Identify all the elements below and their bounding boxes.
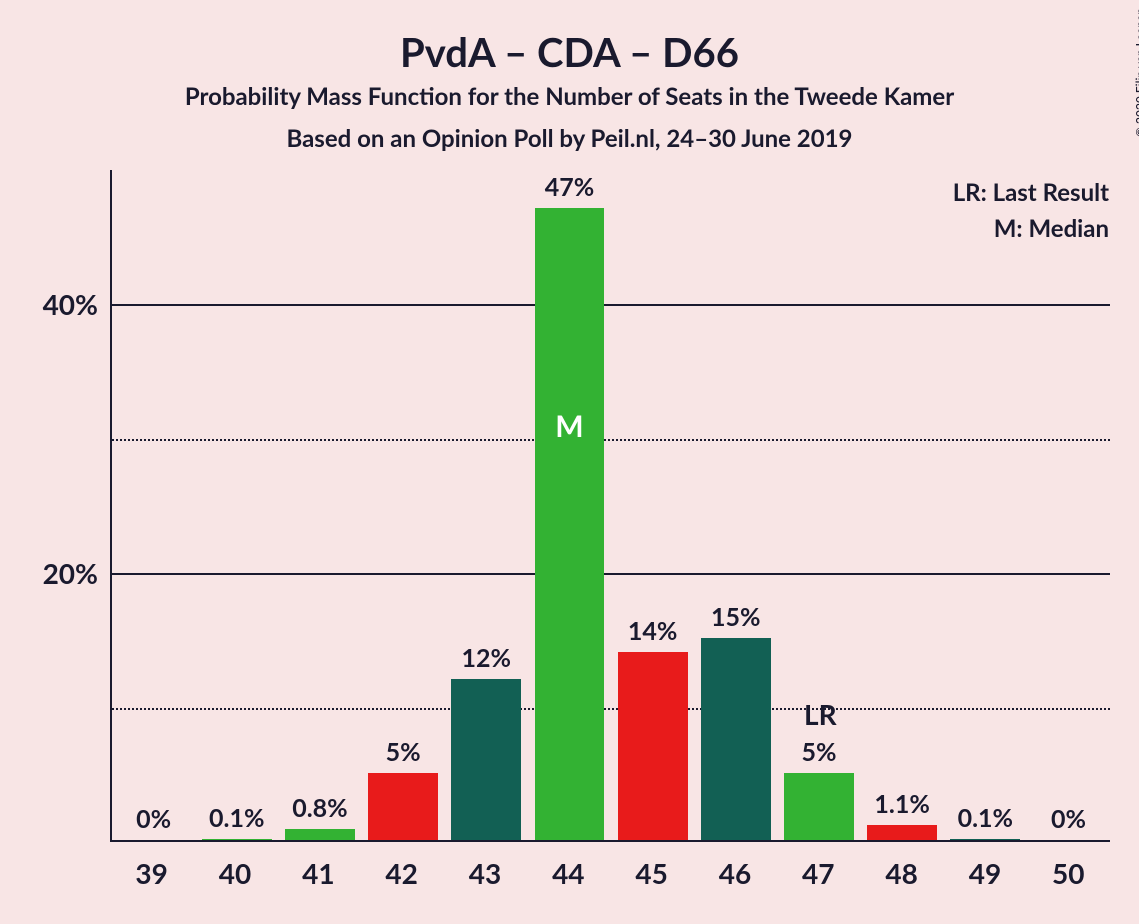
bar-slot: 0% [112, 170, 195, 840]
bar-value-label: 14% [628, 616, 678, 652]
x-tick-label: 45 [610, 856, 693, 890]
x-tick-label: 41 [277, 856, 360, 890]
bar: 1.1% [867, 825, 937, 840]
bar-value-label: 5% [801, 737, 836, 773]
x-tick-label: 46 [693, 856, 776, 890]
chart-subtitle-1: Probability Mass Function for the Number… [0, 82, 1139, 111]
bars-container: 0%0.1%0.8%5%12%47%M14%15%5%1.1%0.1%0% [112, 170, 1110, 840]
chart-subtitle-2: Based on an Opinion Poll by Peil.nl, 24–… [0, 124, 1139, 153]
bar-slot: 14% [611, 170, 694, 840]
bar-value-label: 0.1% [209, 803, 264, 839]
bar-slot: 5% [362, 170, 445, 840]
y-tick-label: 20% [43, 556, 112, 590]
x-tick-label: 44 [527, 856, 610, 890]
bar-value-label: 47% [545, 172, 595, 208]
bar-slot: 0.1% [944, 170, 1027, 840]
bar-slot: 47% M [528, 170, 611, 840]
chart-title: PvdA – CDA – D66 [0, 0, 1139, 76]
copyright-text: © 2020 Filip van Laenen [1133, 8, 1139, 137]
x-tick-label: 47 [777, 856, 860, 890]
bar-slot: 0% [1027, 170, 1110, 840]
x-tick-label: 49 [943, 856, 1026, 890]
x-axis-ticks: 394041424344454647484950 [110, 856, 1110, 890]
y-tick-label: 40% [43, 287, 112, 321]
bar-value-label: 0% [1051, 804, 1086, 840]
bar-value-label: 0.8% [292, 793, 347, 829]
bar: 5% [784, 773, 854, 840]
bar: 12% [451, 679, 521, 840]
median-marker: M [555, 408, 583, 444]
bar-value-label: 0.1% [958, 803, 1013, 839]
x-tick-label: 42 [360, 856, 443, 890]
lr-marker: LR [804, 697, 837, 731]
x-tick-label: 40 [193, 856, 276, 890]
bar: 0.1% [950, 839, 1020, 840]
x-tick-label: 43 [443, 856, 526, 890]
bar-slot: 1.1% [861, 170, 944, 840]
bar-slot: 12% [445, 170, 528, 840]
bar-value-label: 1.1% [874, 789, 929, 825]
bar: 15% [701, 638, 771, 840]
bar-slot: 15% [694, 170, 777, 840]
bar-value-label: 15% [711, 602, 761, 638]
bar-slot: 5% [777, 170, 860, 840]
x-tick-label: 50 [1027, 856, 1110, 890]
x-tick-label: 48 [860, 856, 943, 890]
bar: 0.1% [202, 839, 272, 840]
bar: 0.8% [285, 829, 355, 840]
bar-slot: 0.8% [278, 170, 361, 840]
bar-value-label: 5% [386, 737, 421, 773]
plot-area: 0%0.1%0.8%5%12%47%M14%15%5%1.1%0.1%0% LR… [110, 170, 1110, 842]
bar-value-label: 0% [136, 804, 171, 840]
bar: 14% [618, 652, 688, 840]
bar-slot: 0.1% [195, 170, 278, 840]
x-tick-label: 39 [110, 856, 193, 890]
bar: 5% [368, 773, 438, 840]
bar: 47%M [535, 208, 605, 840]
bar-value-label: 12% [462, 643, 512, 679]
